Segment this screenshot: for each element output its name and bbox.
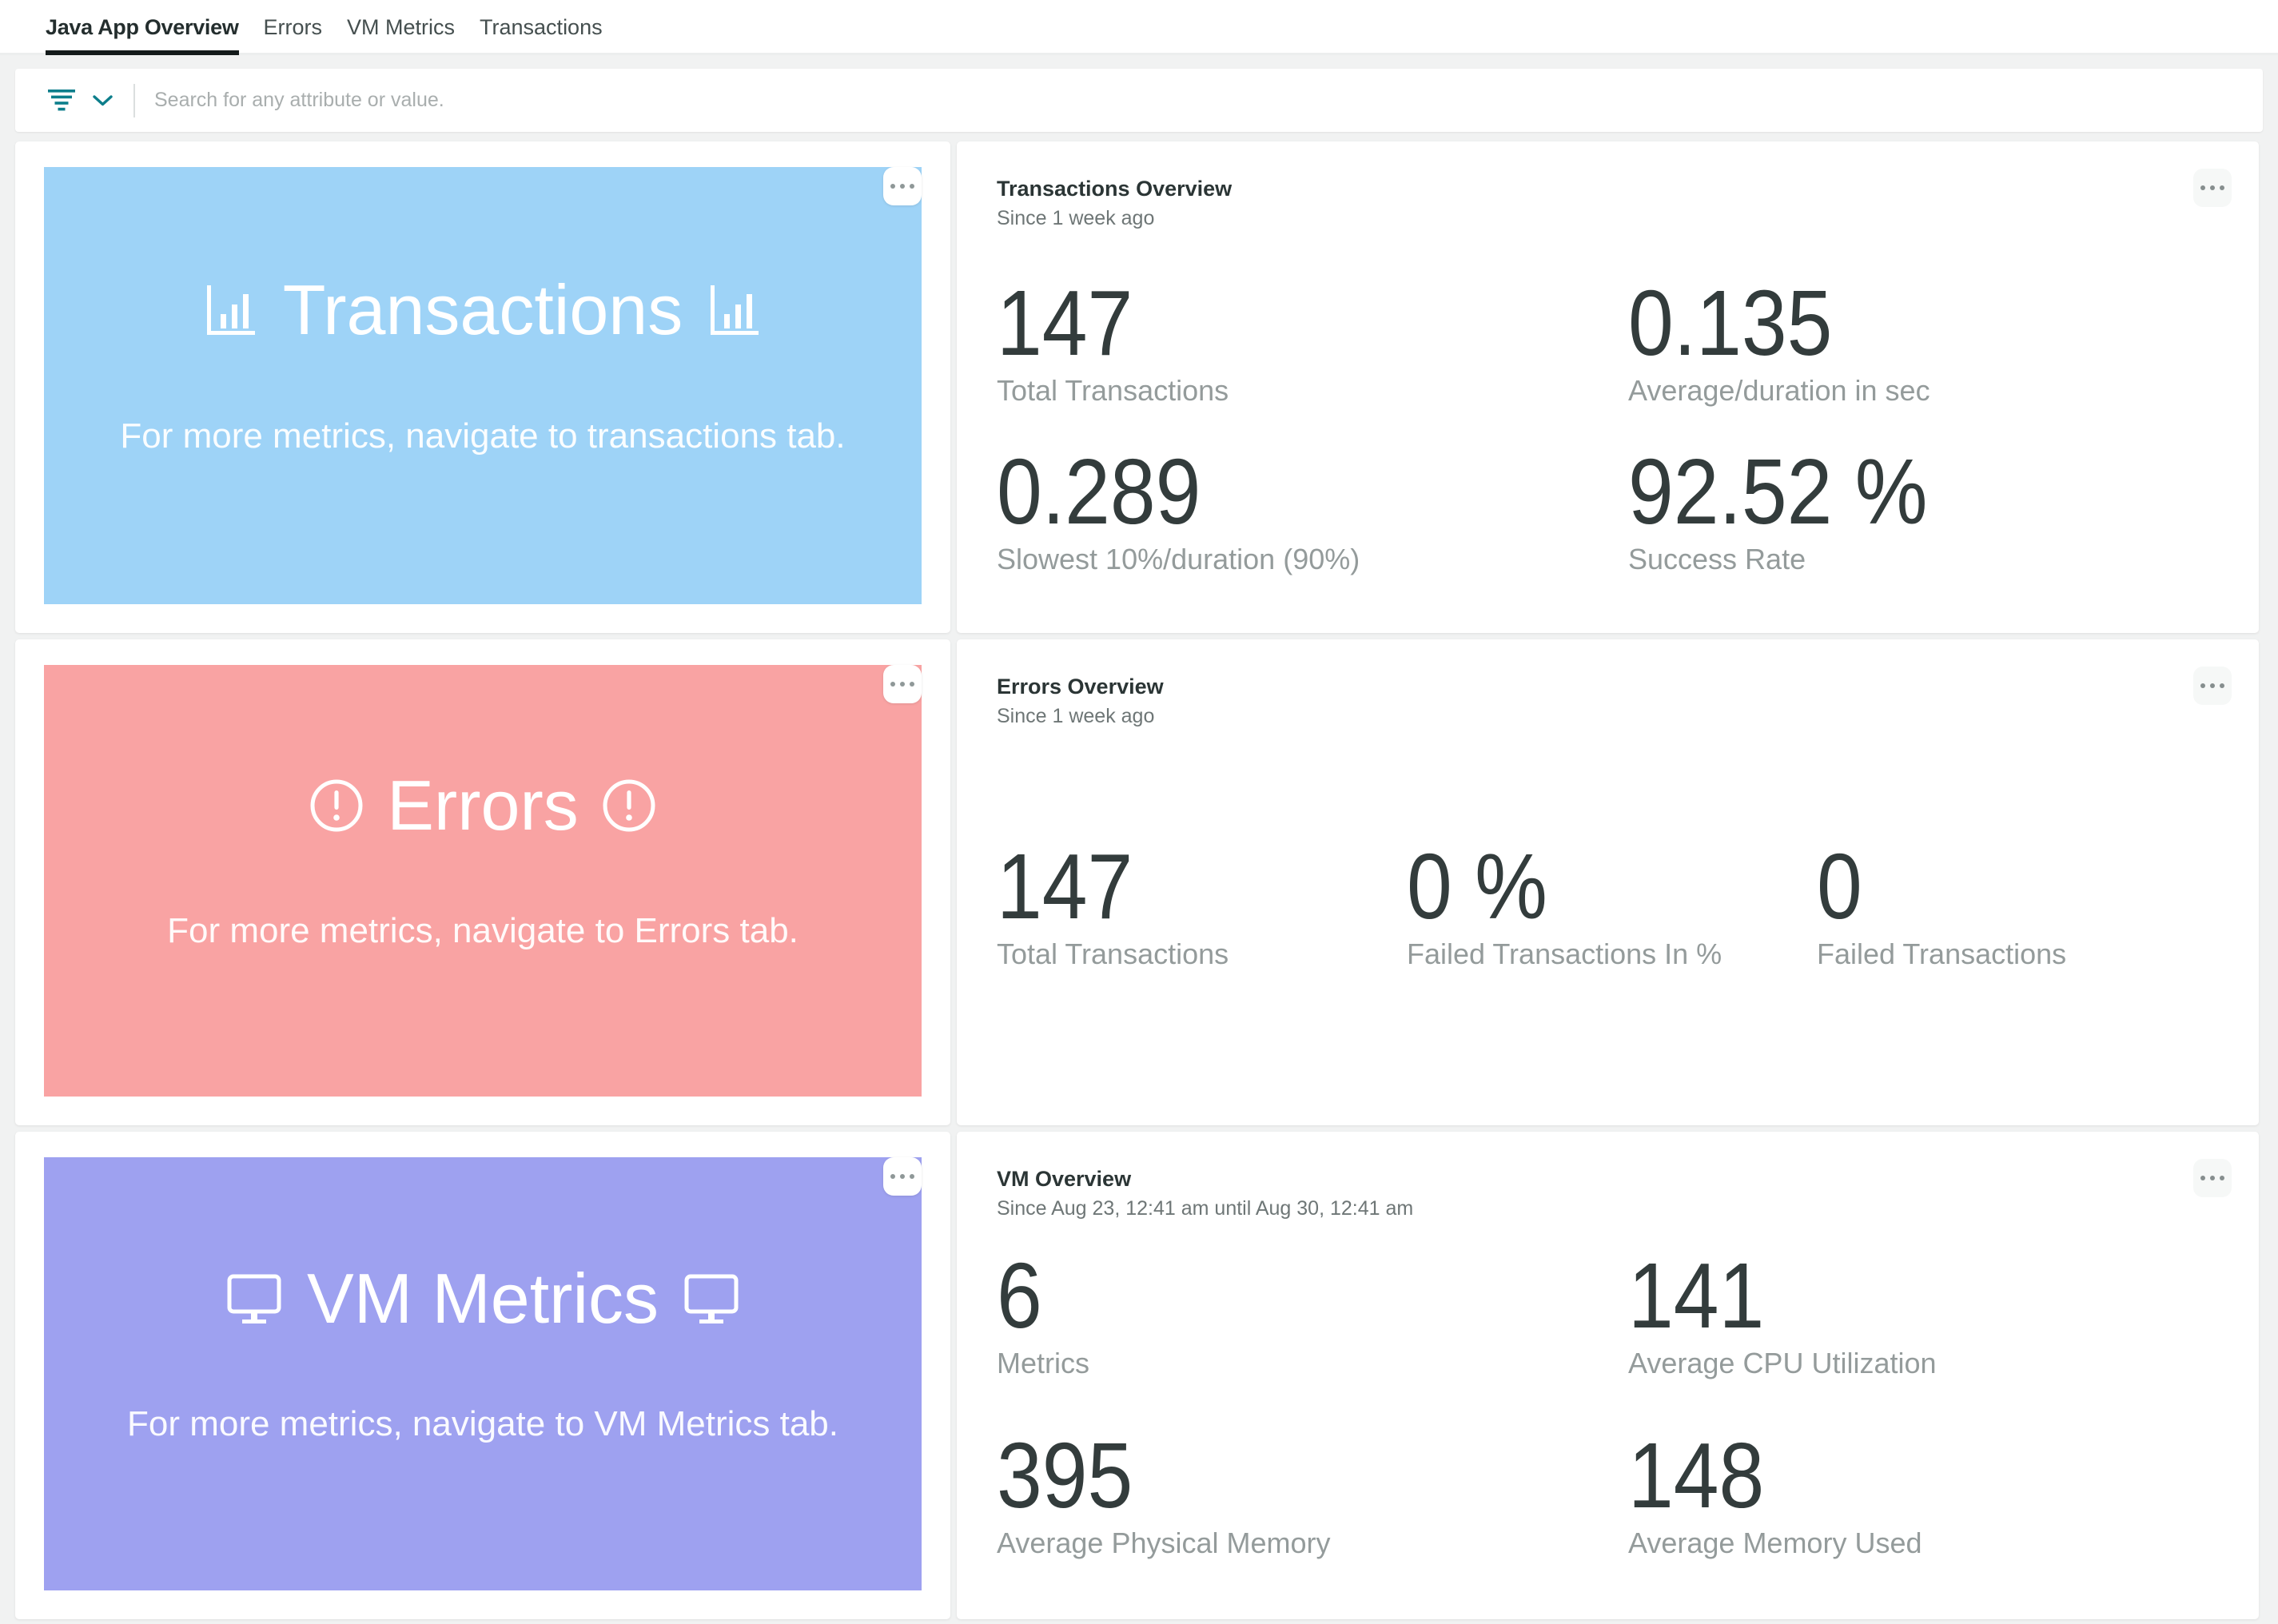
banner-title: VM Metrics [307, 1258, 659, 1338]
metric-label: Failed Transactions [1817, 937, 2067, 970]
vm-banner: VM Metrics For more metrics, navigate to… [44, 1157, 922, 1590]
tab-vm-metrics[interactable]: VM Metrics [347, 0, 455, 55]
metric-success-rate: 92.52 % Success Rate [1628, 440, 2227, 576]
ellipsis-icon [2200, 1176, 2224, 1180]
metric-value: 0 % [1407, 834, 1547, 938]
card-time-range: Since Aug 23, 12:41 am until Aug 30, 12:… [997, 1197, 1414, 1220]
metric-value: 395 [997, 1423, 1133, 1527]
metric-value: 92.52 % [1628, 440, 1928, 543]
vm-overview-card: VM Overview Since Aug 23, 12:41 am until… [957, 1132, 2259, 1619]
ellipsis-icon [2200, 683, 2224, 688]
metric-value: 0.289 [997, 440, 1201, 543]
banner-title-row: Errors [309, 765, 657, 845]
filter-dropdown-button[interactable] [93, 94, 113, 106]
metric-label: Metrics [997, 1347, 1089, 1379]
card-menu-button[interactable] [883, 167, 922, 205]
ellipsis-icon [890, 1174, 914, 1179]
card-title: VM Overview [997, 1167, 1132, 1191]
metric-label: Failed Transactions In % [1407, 937, 1722, 970]
tab-transactions[interactable]: Transactions [480, 0, 603, 55]
metric-metrics-count: 6 Metrics [997, 1244, 1628, 1380]
metric-failed-transactions: 0 Failed Transactions [1817, 834, 2227, 971]
metric-label: Success Rate [1628, 543, 1806, 575]
metric-value: 147 [997, 271, 1133, 375]
metric-value: 0.135 [1628, 271, 1833, 375]
tab-label: Java App Overview [46, 15, 239, 39]
filter-button[interactable] [48, 90, 75, 111]
tab-errors[interactable]: Errors [264, 0, 323, 55]
metric-total-transactions: 147 Total Transactions [997, 834, 1407, 971]
card-menu-button[interactable] [883, 1157, 922, 1196]
vm-banner-card: VM Metrics For more metrics, navigate to… [15, 1132, 950, 1619]
tab-java-app-overview[interactable]: Java App Overview [46, 0, 239, 55]
metric-avg-cpu: 141 Average CPU Utilization [1628, 1244, 2227, 1380]
metric-value: 6 [997, 1244, 1042, 1347]
banner-subtitle: For more metrics, navigate to Errors tab… [167, 911, 798, 951]
filter-icon [48, 90, 75, 111]
monitor-icon [681, 1271, 742, 1327]
transactions-banner: Transactions For more metrics, navigate … [44, 167, 922, 604]
monitor-icon [224, 1271, 285, 1327]
metric-value: 147 [997, 834, 1133, 938]
metrics-grid: 6 Metrics 141 Average CPU Utilization 39… [997, 1244, 2227, 1560]
tab-label: VM Metrics [347, 15, 456, 39]
metric-total-transactions: 147 Total Transactions [997, 277, 1628, 408]
banner-title: Transactions [282, 270, 683, 350]
card-title: Transactions Overview [997, 177, 1233, 201]
card-time-range: Since 1 week ago [997, 705, 1155, 727]
metric-label: Total Transactions [997, 374, 1229, 407]
card-menu-button[interactable] [2193, 1159, 2232, 1197]
ellipsis-icon [890, 184, 914, 189]
metric-avg-memory-used: 148 Average Memory Used [1628, 1423, 2227, 1560]
card-time-range: Since 1 week ago [997, 207, 1155, 229]
banner-subtitle: For more metrics, navigate to VM Metrics… [126, 1404, 839, 1444]
bar-chart-icon [705, 281, 764, 340]
banner-subtitle: For more metrics, navigate to transactio… [120, 416, 846, 456]
search-divider [133, 83, 135, 117]
metric-slowest-duration: 0.289 Slowest 10%/duration (90%) [997, 440, 1628, 576]
transactions-banner-card: Transactions For more metrics, navigate … [15, 141, 950, 633]
banner-title-row: VM Metrics [224, 1258, 742, 1338]
metric-avg-physical-memory: 395 Average Physical Memory [997, 1423, 1628, 1560]
tab-label: Errors [263, 15, 323, 39]
metric-label: Total Transactions [997, 937, 1229, 970]
metric-label: Average/duration in sec [1628, 374, 1930, 407]
bar-chart-icon [201, 281, 261, 340]
metric-value: 141 [1628, 1244, 1765, 1347]
ellipsis-icon [890, 682, 914, 687]
metric-label: Average Physical Memory [997, 1526, 1331, 1559]
tab-bar: Java App Overview Errors VM Metrics Tran… [0, 0, 2278, 55]
card-menu-button[interactable] [2193, 169, 2232, 207]
banner-title-row: Transactions [201, 273, 765, 347]
alert-circle-icon [309, 778, 364, 834]
ellipsis-icon [2200, 185, 2224, 190]
alert-circle-icon [601, 778, 657, 834]
chevron-down-icon [93, 94, 113, 106]
errors-banner: Errors For more metrics, navigate to Err… [44, 665, 922, 1097]
metrics-grid: 147 Total Transactions 0 % Failed Transa… [997, 834, 2227, 971]
metric-label: Slowest 10%/duration (90%) [997, 543, 1360, 575]
metric-failed-transactions-pct: 0 % Failed Transactions In % [1407, 834, 1817, 971]
errors-banner-card: Errors For more metrics, navigate to Err… [15, 639, 950, 1125]
search-bar [15, 69, 2263, 132]
card-menu-button[interactable] [883, 665, 922, 703]
tab-label: Transactions [480, 15, 603, 39]
banner-title: Errors [387, 765, 579, 845]
card-menu-button[interactable] [2193, 667, 2232, 705]
metric-value: 148 [1628, 1423, 1765, 1527]
metric-label: Average CPU Utilization [1628, 1347, 1937, 1379]
card-title: Errors Overview [997, 675, 1164, 699]
errors-overview-card: Errors Overview Since 1 week ago 147 Tot… [957, 639, 2259, 1125]
metric-label: Average Memory Used [1628, 1526, 1922, 1559]
metric-average-duration: 0.135 Average/duration in sec [1628, 277, 2227, 408]
transactions-overview-card: Transactions Overview Since 1 week ago 1… [957, 141, 2259, 633]
search-input[interactable] [154, 76, 2263, 125]
metric-value: 0 [1817, 834, 1862, 938]
metrics-grid: 147 Total Transactions 0.135 Average/dur… [997, 277, 2227, 576]
